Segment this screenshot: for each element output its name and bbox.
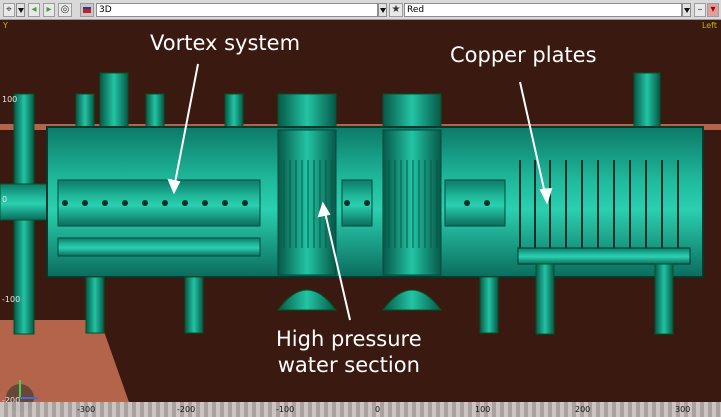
close-icon[interactable]: ▾ bbox=[707, 3, 719, 17]
x-tick: 200 bbox=[575, 405, 591, 414]
cube-icon[interactable] bbox=[80, 3, 94, 17]
y-tick: 100 bbox=[2, 95, 18, 104]
forward-icon[interactable]: ▸ bbox=[43, 3, 55, 17]
color-dropdown-icon[interactable] bbox=[682, 3, 691, 17]
x-tick: 100 bbox=[475, 405, 491, 414]
x-ruler bbox=[0, 402, 721, 417]
star-icon[interactable]: ★ bbox=[389, 3, 403, 17]
viewer-toolbar: ⌖ ◂ ▸ ◎ 3D ★ Red – ▾ bbox=[0, 0, 721, 20]
reset-icon[interactable]: ◎ bbox=[58, 3, 72, 17]
y-tick: 0 bbox=[2, 195, 8, 204]
y-tick: -200 bbox=[2, 396, 21, 405]
vortex-annotation: Vortex system bbox=[150, 31, 301, 55]
x-tick: -300 bbox=[77, 405, 96, 414]
vessel-render bbox=[0, 63, 721, 417]
hp-annotation: High pressure water section bbox=[276, 327, 422, 377]
color-select[interactable]: Red bbox=[404, 3, 682, 17]
3d-viewport[interactable]: Y Left 100 0 -100 -200 -300 -200 -100 0 … bbox=[0, 20, 721, 417]
copper-annotation: Copper plates bbox=[450, 43, 597, 67]
x-tick: -100 bbox=[276, 405, 295, 414]
minimize-icon[interactable]: – bbox=[694, 3, 706, 17]
x-tick: 0 bbox=[375, 405, 381, 414]
cursor-icon[interactable]: ⌖ bbox=[3, 3, 15, 17]
view-mode-select[interactable]: 3D bbox=[96, 3, 378, 17]
x-tick: -200 bbox=[177, 405, 196, 414]
x-tick: 300 bbox=[675, 405, 691, 414]
cursor-dropdown-icon[interactable] bbox=[16, 3, 25, 17]
view-mode-dropdown-icon[interactable] bbox=[378, 3, 387, 17]
back-icon[interactable]: ◂ bbox=[28, 3, 40, 17]
view-mode-label: Left bbox=[701, 21, 717, 30]
y-tick: -100 bbox=[2, 295, 21, 304]
axis-letter: Y bbox=[3, 21, 8, 30]
